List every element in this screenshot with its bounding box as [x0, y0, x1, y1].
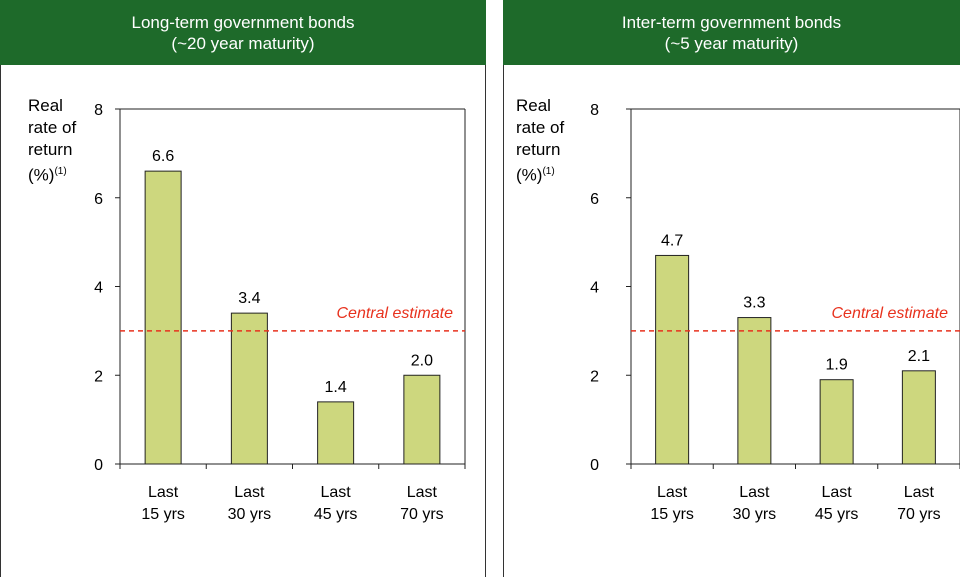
x-category-label: Last: [234, 484, 265, 501]
panel-title-line2: (~20 year maturity): [171, 34, 315, 53]
bar: [901, 370, 936, 465]
y-tick-label: 0: [590, 457, 599, 474]
panel-inter-term: Inter-term government bonds (~5 year mat…: [503, 0, 960, 577]
footnote-marker: (1): [54, 166, 67, 177]
x-category-label: Last: [822, 484, 853, 501]
bar-chart-long-term: 0 2 4 6 8 6.6 Last 15 yrs 3.4 Last 30 yrs 1.4 Last 45…: [94, 102, 466, 523]
panel-body: [503, 65, 960, 577]
y-axis-label: Real rate of return (%)(1): [28, 95, 76, 187]
x-category-label: Last: [321, 484, 352, 501]
panel-header: Inter-term government bonds (~5 year mat…: [503, 0, 960, 65]
y-axis-label-line: return: [516, 140, 561, 159]
x-category-label: 45 yrs: [815, 506, 859, 523]
y-axis-label-line: rate of: [516, 118, 565, 137]
x-category-label: 45 yrs: [314, 506, 358, 523]
bar-value-label: 1.4: [325, 379, 347, 396]
bar-value-label: 6.6: [152, 148, 174, 165]
x-category-label: 15 yrs: [141, 506, 185, 523]
x-category-label: 30 yrs: [228, 506, 272, 523]
central-estimate-label: Central estimate: [337, 305, 454, 322]
panel-long-term: Long-term government bonds (~20 year mat…: [0, 0, 486, 577]
y-axis-label-line: rate of: [28, 118, 77, 137]
bar-chart-inter-term: 0 2 4 6 8 4.7 Last 15 yrs 3.3 Last 30 yrs 1.9 Last 45…: [590, 102, 960, 523]
x-category-label: Last: [148, 484, 179, 501]
y-tick-label: 8: [94, 102, 103, 119]
panel-title-line1: Long-term government bonds: [131, 13, 355, 32]
bar: [317, 401, 355, 465]
x-category-label: Last: [739, 484, 770, 501]
bar-value-label: 3.4: [238, 290, 260, 307]
y-axis-label-line: return: [28, 140, 73, 159]
panel-body: [0, 65, 486, 577]
y-tick-label: 2: [590, 368, 599, 385]
panel-header: Long-term government bonds (~20 year mat…: [0, 0, 486, 65]
y-tick-label: 2: [94, 368, 103, 385]
y-axis-label-line: (%): [28, 165, 55, 185]
bar-value-label: 4.7: [661, 232, 683, 249]
y-axis-label-line: (%): [516, 165, 543, 185]
y-axis-label-line: Real: [28, 96, 63, 115]
bar: [230, 312, 268, 465]
y-tick-label: 6: [590, 191, 599, 208]
y-axis-label-line: Real: [516, 96, 551, 115]
bar: [403, 374, 441, 465]
footnote-marker: (1): [542, 166, 555, 177]
x-category-label: Last: [904, 484, 935, 501]
y-tick-label: 4: [94, 280, 103, 297]
bar: [819, 379, 854, 465]
bar-value-label: 2.0: [411, 352, 433, 369]
x-category-label: Last: [657, 484, 688, 501]
y-tick-label: 0: [94, 457, 103, 474]
bar: [737, 317, 772, 465]
panel-title-line1: Inter-term government bonds: [621, 13, 842, 32]
y-tick-label: 6: [94, 191, 103, 208]
x-category-label: 30 yrs: [733, 506, 777, 523]
y-tick-label: 4: [590, 280, 599, 297]
y-tick-label: 8: [590, 102, 599, 119]
y-axis-label: Real rate of return (%)(1): [516, 95, 564, 187]
bar-value-label: 1.9: [826, 357, 848, 374]
bar: [655, 254, 690, 465]
x-category-label: Last: [407, 484, 438, 501]
central-estimate-label: Central estimate: [832, 305, 949, 322]
bar-value-label: 2.1: [908, 348, 930, 365]
x-category-label: 70 yrs: [400, 506, 444, 523]
panel-title-line2: (~5 year maturity): [664, 34, 799, 53]
bar-value-label: 3.3: [743, 295, 765, 312]
bar: [144, 170, 182, 465]
x-category-label: 70 yrs: [897, 506, 941, 523]
x-category-label: 15 yrs: [650, 506, 694, 523]
